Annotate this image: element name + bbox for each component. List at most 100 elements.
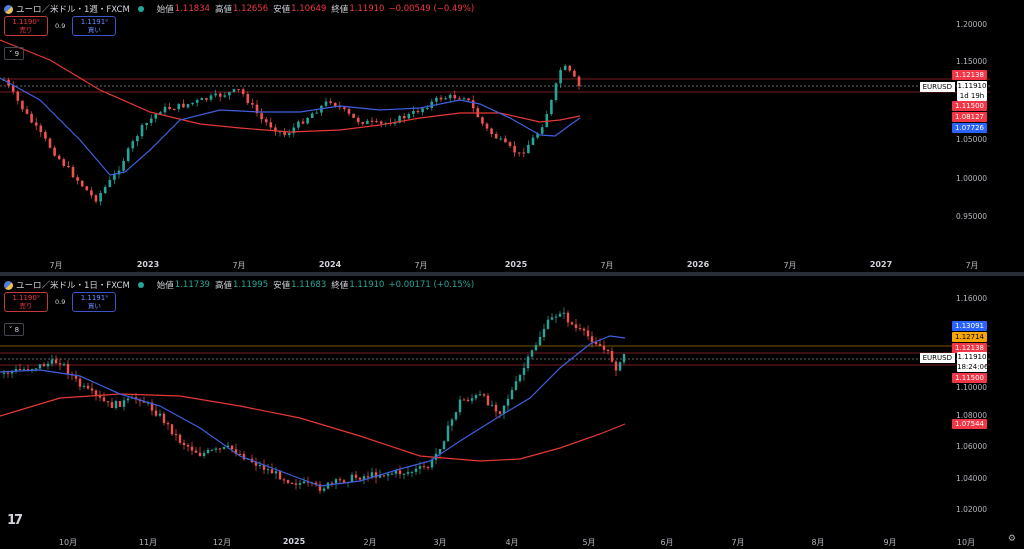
moving-average-slow-line bbox=[0, 39, 581, 133]
candle-body bbox=[117, 170, 121, 175]
candle-body bbox=[297, 121, 300, 128]
candle-body bbox=[526, 356, 530, 369]
candle-body bbox=[540, 127, 544, 134]
current-price-tag: 1.11910 18:24:06 bbox=[957, 352, 988, 372]
candle-body bbox=[490, 404, 494, 406]
candle-body bbox=[218, 93, 222, 97]
candle-body bbox=[338, 479, 342, 481]
close-label: 終値 bbox=[331, 281, 349, 291]
moving-average-slow-line bbox=[0, 393, 626, 462]
symbol-title[interactable]: ユーロ／米ドル・1週・FXCM bbox=[16, 5, 130, 15]
gear-icon[interactable]: ⚙ bbox=[1007, 534, 1016, 544]
candle-body bbox=[322, 488, 326, 491]
candle-body bbox=[80, 180, 84, 187]
candle-body bbox=[110, 402, 114, 409]
weekly-chart-pane[interactable]: ユーロ／米ドル・1週・FXCM 始値 1.11834 高値 1.12656 安値 1.… bbox=[0, 0, 1024, 272]
daily-chart-pane[interactable]: ユーロ／米ドル・1日・FXCM 始値 1.11739 高値 1.11995 安値 1.… bbox=[0, 276, 1024, 549]
candle-body bbox=[602, 346, 606, 350]
candle-body bbox=[467, 98, 470, 101]
candle-body bbox=[343, 107, 346, 110]
candle-body bbox=[614, 361, 618, 371]
candle-body bbox=[486, 395, 490, 406]
price-tag: 1.12138 bbox=[952, 70, 987, 80]
candle-body bbox=[90, 388, 94, 391]
price-tag: 1.12714 bbox=[952, 332, 987, 342]
candle-body bbox=[406, 472, 410, 474]
candle-body bbox=[470, 398, 474, 401]
weekly-legend: ユーロ／米ドル・1週・FXCM 始値 1.11834 高値 1.12656 安値 1.… bbox=[4, 3, 474, 15]
candle-body bbox=[550, 99, 553, 115]
candle-body bbox=[352, 113, 355, 118]
candle-body bbox=[202, 452, 206, 457]
price-tag: 1.12138 bbox=[952, 343, 987, 353]
indicators-toggle-button[interactable]: ˅ 9 bbox=[4, 47, 24, 60]
candle-body bbox=[379, 121, 383, 124]
candle-body bbox=[44, 132, 47, 139]
candle-body bbox=[42, 364, 46, 367]
candle-body bbox=[490, 128, 493, 135]
y-axis-label: 1.00000 bbox=[955, 174, 987, 183]
x-axis-label: 12月 bbox=[212, 538, 232, 547]
countdown: 1d 19h bbox=[959, 92, 985, 100]
indicators-toggle-button[interactable]: ˅ 8 bbox=[4, 323, 24, 336]
pane-divider[interactable] bbox=[0, 272, 1024, 276]
moving-average-fast-line bbox=[0, 77, 581, 176]
candle-body bbox=[474, 395, 478, 399]
candle-body bbox=[166, 423, 170, 425]
candle-body bbox=[46, 363, 50, 367]
candle-body bbox=[426, 467, 430, 469]
candle-body bbox=[458, 399, 462, 413]
candle-body bbox=[278, 131, 282, 133]
candle-body bbox=[283, 131, 286, 136]
candle-body bbox=[214, 448, 218, 450]
candle-body bbox=[310, 113, 314, 118]
candle-body bbox=[214, 93, 217, 96]
high-label: 高値 bbox=[214, 5, 232, 15]
candle-body bbox=[191, 102, 194, 105]
candle-body bbox=[314, 482, 318, 485]
candle-body bbox=[159, 112, 162, 115]
candle-body bbox=[94, 195, 98, 202]
symbol-title[interactable]: ユーロ／米ドル・1日・FXCM bbox=[16, 281, 130, 291]
candle-body bbox=[318, 484, 322, 491]
candle-body bbox=[374, 472, 378, 478]
candle-body bbox=[258, 464, 262, 466]
candle-body bbox=[150, 402, 154, 411]
candle-body bbox=[266, 469, 270, 471]
candle-body bbox=[414, 468, 418, 472]
price-tag: 1.11500 bbox=[952, 101, 987, 111]
daily-chart-canvas[interactable] bbox=[0, 276, 1024, 549]
price-tag: 1.13091 bbox=[952, 321, 987, 331]
candle-body bbox=[2, 372, 6, 374]
candle-body bbox=[287, 133, 291, 136]
candle-body bbox=[262, 464, 266, 470]
x-axis-label: 2025 bbox=[282, 537, 306, 546]
candle-body bbox=[54, 359, 58, 364]
candle-body bbox=[329, 101, 332, 103]
buy-button[interactable]: 1.1191⁹ 買い bbox=[72, 292, 117, 312]
moving-average-fast-line bbox=[0, 335, 626, 487]
daily-trade-box: 1.1190⁹ 売り 0.9 1.1191⁹ 買い bbox=[4, 292, 117, 312]
buy-button[interactable]: 1.1191⁹ 買い bbox=[72, 16, 117, 36]
tradingview-logo-icon[interactable]: 17 bbox=[7, 513, 23, 528]
candle-body bbox=[241, 89, 245, 95]
eurusd-flag-icon bbox=[4, 4, 13, 14]
candle-body bbox=[554, 316, 558, 318]
candle-body bbox=[149, 118, 153, 124]
weekly-chart-canvas[interactable] bbox=[0, 0, 1024, 272]
candle-body bbox=[510, 389, 514, 399]
change-value: +0.00171 (+0.15%) bbox=[388, 280, 475, 290]
candle-body bbox=[251, 103, 254, 105]
candle-body bbox=[38, 364, 42, 369]
sell-button[interactable]: 1.1190⁹ 売り bbox=[4, 292, 48, 312]
price-tag: 1.07544 bbox=[952, 419, 987, 429]
candle-body bbox=[333, 102, 337, 107]
candle-body bbox=[228, 91, 231, 96]
candle-body bbox=[562, 312, 566, 314]
candle-body bbox=[108, 179, 112, 187]
candle-body bbox=[172, 109, 176, 111]
sell-button[interactable]: 1.1190⁹ 売り bbox=[4, 16, 48, 36]
candle-body bbox=[34, 122, 38, 126]
candle-body bbox=[22, 369, 26, 371]
x-axis-label: 8月 bbox=[811, 538, 825, 547]
